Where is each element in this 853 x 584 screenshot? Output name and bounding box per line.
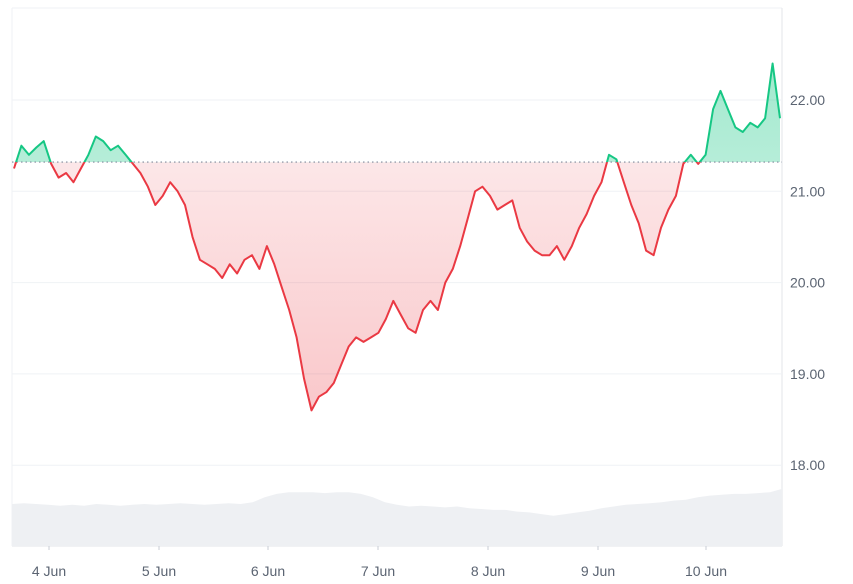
volume-area-shape: [12, 488, 782, 546]
y-axis: 22.00 21.00 20.00 19.00 18.00: [790, 92, 825, 473]
x-tick-label: 4 Jun: [32, 563, 66, 579]
x-tick-label: 5 Jun: [142, 563, 176, 579]
price-line: [13, 62, 781, 412]
price-line-down: [13, 162, 701, 412]
y-tick-label: 20.00: [790, 275, 825, 291]
x-tick-label: 7 Jun: [361, 563, 395, 579]
x-tick-label: 9 Jun: [581, 563, 615, 579]
x-tick-label: 8 Jun: [471, 563, 505, 579]
price-fill-down: [14, 162, 780, 411]
volume-area: [12, 488, 782, 546]
price-fill: [14, 63, 780, 411]
x-axis: 4 Jun 5 Jun 6 Jun 7 Jun 8 Jun 9 Jun 10 Jun: [32, 546, 727, 579]
y-tick-label: 21.00: [790, 183, 825, 199]
x-tick-label: 10 Jun: [685, 563, 727, 579]
price-fill-up: [16, 63, 780, 163]
x-tick-label: 6 Jun: [251, 563, 285, 579]
y-tick-label: 18.00: [790, 457, 825, 473]
y-tick-label: 19.00: [790, 366, 825, 382]
y-tick-label: 22.00: [790, 92, 825, 108]
